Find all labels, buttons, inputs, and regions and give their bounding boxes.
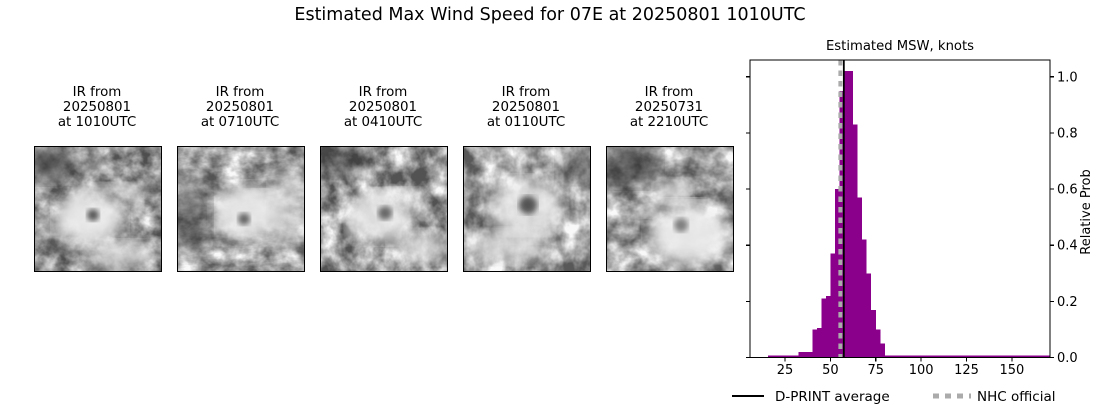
histogram-bar [821, 298, 826, 358]
caption-line: IR from [644, 85, 694, 100]
histogram-bar [853, 124, 858, 358]
caption-line: 20250731 [634, 100, 704, 115]
histogram-bar [871, 309, 876, 358]
histogram-bar [875, 329, 881, 358]
sat-image-caption-1: IR from 20250801 at 1010UTC [34, 85, 160, 130]
sat-image-caption-5: IR from 20250731 at 2210UTC [606, 85, 732, 130]
y-tick-label: 0.8 [1057, 126, 1078, 141]
legend-dprint-label: D-PRINT average [775, 389, 890, 405]
histogram-bar [866, 273, 872, 358]
x-tick-label: 100 [909, 363, 934, 378]
x-tick-label: 150 [999, 363, 1024, 378]
caption-line: 20250801 [491, 100, 561, 115]
axis-ticks [746, 76, 1054, 362]
caption-line: at 1010UTC [57, 115, 137, 130]
histogram-bar [834, 189, 840, 358]
sat-image-caption-4: IR from 20250801 at 0110UTC [463, 85, 589, 130]
caption-line: IR from [215, 85, 265, 100]
histogram-bar [857, 197, 863, 358]
y-axis-label: Relative Prob [1079, 169, 1094, 254]
histogram-title: Estimated MSW, knots [826, 39, 974, 54]
histogram-bar [825, 295, 831, 358]
caption-line: at 0110UTC [486, 115, 566, 130]
legend-nhc-label: NHC official [977, 389, 1055, 405]
histogram-reference-lines [838, 60, 845, 358]
caption-line: at 2210UTC [629, 115, 709, 130]
x-tick-label: 75 [867, 363, 884, 378]
caption-line: 20250801 [62, 100, 132, 115]
caption-line: IR from [72, 85, 122, 100]
axis-tick-labels: 25 50 75 100 125 150 0.0 0.2 0.4 0.6 0.8 1.0 [777, 70, 1078, 378]
histogram-bar [839, 90, 845, 358]
caption-line: at 0410UTC [343, 115, 423, 130]
ir-satellite-image-4 [463, 146, 598, 272]
histogram-bar [767, 355, 799, 358]
caption-line: at 0710UTC [200, 115, 280, 130]
histogram-bar [830, 253, 835, 358]
caption-line: 20250801 [348, 100, 418, 115]
caption-line: IR from [358, 85, 408, 100]
y-tick-label: 0.0 [1057, 351, 1078, 366]
caption-line: 20250801 [205, 100, 275, 115]
histogram-bars [767, 71, 1050, 358]
ir-satellite-image-2 [170, 146, 306, 272]
sat-image-caption-3: IR from 20250801 at 0410UTC [320, 85, 446, 130]
histogram-bar [816, 328, 822, 358]
y-tick-label: 0.2 [1057, 295, 1078, 310]
ir-satellite-image-3 [313, 145, 451, 272]
ir-satellite-image-1 [25, 146, 162, 272]
plot-border [749, 59, 1051, 359]
ir-satellite-image-5 [599, 146, 734, 272]
x-tick-label: 25 [777, 363, 794, 378]
histogram-bar [812, 329, 817, 358]
histogram-bar [862, 239, 867, 358]
y-tick-label: 0.6 [1057, 183, 1078, 198]
sat-image-caption-2: IR from 20250801 at 0710UTC [177, 85, 303, 130]
y-tick-label: 0.4 [1057, 239, 1078, 254]
histogram-bar [880, 343, 885, 358]
legend: D-PRINT average NHC official [732, 389, 1055, 405]
histogram-panel: Estimated MSW, knots 25 50 75 100 125 150 0.0 0… [732, 39, 1094, 405]
x-tick-label: 50 [822, 363, 839, 378]
histogram-bar [844, 71, 854, 358]
caption-line: IR from [501, 85, 551, 100]
x-tick-label: 125 [954, 363, 979, 378]
main-title: Estimated Max Wind Speed for 07E at 2025… [294, 5, 806, 25]
y-tick-label: 1.0 [1057, 70, 1078, 85]
histogram-bar [884, 355, 1050, 358]
histogram-bar [798, 351, 813, 358]
